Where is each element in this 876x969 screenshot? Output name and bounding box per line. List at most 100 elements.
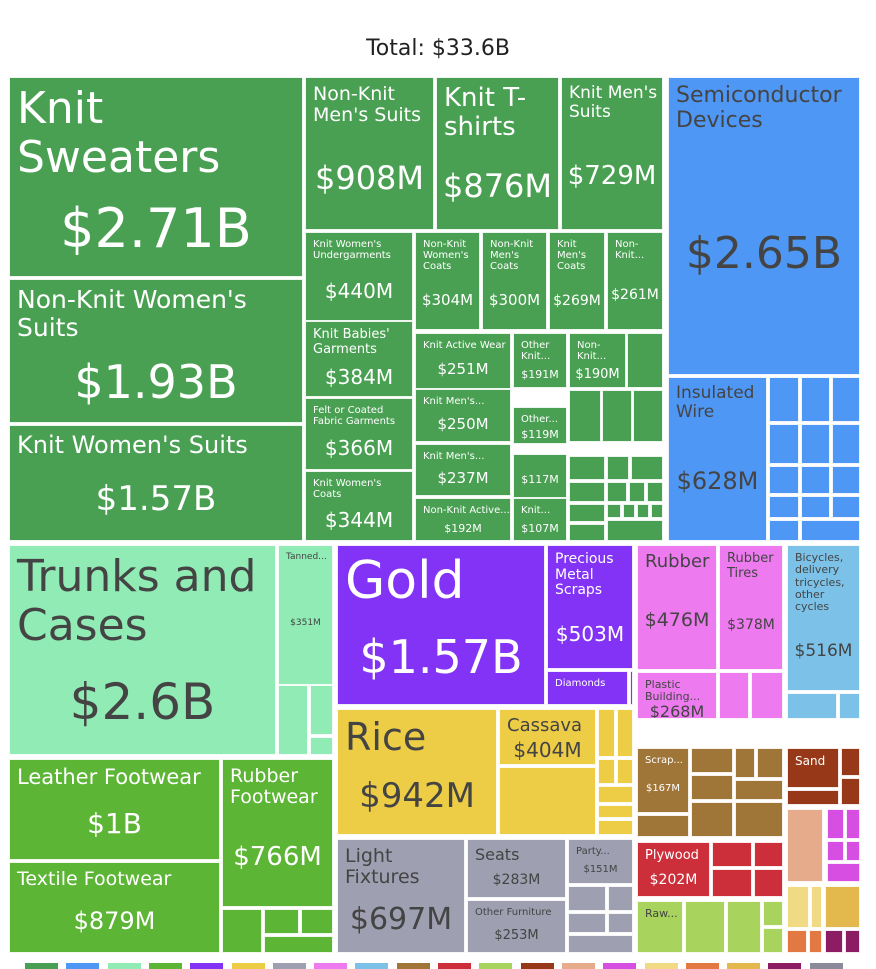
legend-swatch[interactable]: [190, 963, 224, 969]
treemap-tile-unlabeled[interactable]: [825, 886, 860, 928]
treemap-tile-unlabeled[interactable]: [617, 709, 633, 757]
treemap-tile-unlabeled[interactable]: [608, 913, 633, 933]
treemap-tile-unlabeled[interactable]: [827, 863, 860, 882]
treemap-tile[interactable]: Other Knit... $191M: [513, 333, 567, 388]
treemap-tile-unlabeled[interactable]: [735, 780, 783, 800]
treemap-tile[interactable]: Knit Men's Suits $729M: [561, 77, 663, 230]
treemap-tile-unlabeled[interactable]: [787, 809, 823, 882]
legend-swatch[interactable]: [314, 963, 348, 969]
treemap-tile-unlabeled[interactable]: [499, 767, 596, 835]
treemap-tile-unlabeled[interactable]: [801, 424, 830, 464]
treemap-tile[interactable]: Knit Women's Undergarments $440M: [305, 232, 413, 321]
treemap-tile-unlabeled[interactable]: [825, 930, 843, 953]
legend-swatch[interactable]: [768, 963, 802, 969]
treemap-tile-unlabeled[interactable]: [827, 809, 844, 839]
treemap-tile-unlabeled[interactable]: [568, 913, 606, 933]
treemap-tile[interactable]: Knit... $107M: [513, 498, 567, 541]
treemap-tile-unlabeled[interactable]: [630, 671, 633, 705]
treemap-tile-unlabeled[interactable]: [763, 928, 783, 953]
treemap-tile-unlabeled[interactable]: [607, 520, 663, 541]
legend-swatch[interactable]: [685, 963, 719, 969]
treemap-tile-unlabeled[interactable]: [769, 520, 799, 541]
treemap-tile-unlabeled[interactable]: [827, 841, 844, 861]
treemap-tile-unlabeled[interactable]: [629, 482, 645, 502]
treemap-tile[interactable]: Scrap... $167M: [637, 748, 689, 813]
treemap-tile-unlabeled[interactable]: [735, 802, 783, 837]
treemap-tile[interactable]: Leather Footwear $1B: [9, 759, 220, 860]
treemap-tile-unlabeled[interactable]: [787, 693, 837, 719]
treemap-tile-unlabeled[interactable]: [787, 886, 809, 928]
treemap-tile-unlabeled[interactable]: [832, 466, 860, 494]
treemap-tile-unlabeled[interactable]: [787, 790, 839, 805]
treemap-tile-unlabeled[interactable]: [264, 936, 333, 953]
treemap-tile[interactable]: Semiconductor Devices $2.65B: [668, 77, 860, 375]
treemap-tile-unlabeled[interactable]: [568, 935, 633, 953]
treemap-tile[interactable]: Non-Knit... $190M: [569, 333, 626, 388]
treemap-tile-unlabeled[interactable]: [569, 390, 601, 442]
treemap-tile[interactable]: Light Fixtures $697M: [337, 839, 465, 953]
treemap-tile[interactable]: Cassava $404M: [499, 709, 596, 765]
treemap-tile-unlabeled[interactable]: [727, 901, 761, 953]
legend-swatch[interactable]: [272, 963, 306, 969]
treemap-tile-unlabeled[interactable]: [647, 482, 663, 502]
treemap-tile-unlabeled[interactable]: [685, 901, 725, 953]
legend-swatch[interactable]: [479, 963, 513, 969]
treemap-tile[interactable]: Non-Knit Active... $192M: [415, 498, 511, 541]
treemap-tile-unlabeled[interactable]: [846, 809, 860, 839]
treemap-tile-unlabeled[interactable]: [811, 886, 822, 928]
treemap-tile-unlabeled[interactable]: [769, 424, 799, 464]
treemap-tile-unlabeled[interactable]: [607, 456, 629, 480]
treemap-tile[interactable]: Knit Men's Coats $269M: [549, 232, 605, 330]
treemap-tile-unlabeled[interactable]: [637, 504, 649, 518]
treemap-tile-unlabeled[interactable]: [637, 815, 689, 837]
treemap-tile-unlabeled[interactable]: [631, 456, 663, 480]
treemap-tile-unlabeled[interactable]: [841, 778, 860, 805]
treemap-tile-unlabeled[interactable]: [801, 377, 830, 422]
treemap-tile-unlabeled[interactable]: [633, 390, 663, 442]
treemap-tile[interactable]: Diamonds: [547, 671, 628, 705]
treemap-tile-unlabeled[interactable]: [569, 524, 605, 541]
treemap-tile[interactable]: Party... $151M: [568, 839, 633, 884]
legend-swatch[interactable]: [148, 963, 182, 969]
treemap-tile[interactable]: Rubber $476M: [637, 545, 717, 670]
treemap-tile[interactable]: Felt or Coated Fabric Garments $366M: [305, 398, 413, 470]
treemap-tile[interactable]: Plywood $202M: [637, 842, 710, 897]
treemap-tile-unlabeled[interactable]: [841, 748, 860, 776]
treemap-tile[interactable]: Non-Knit Men's Coats $300M: [482, 232, 547, 330]
treemap-tile-unlabeled[interactable]: [569, 504, 605, 522]
legend-swatch[interactable]: [355, 963, 389, 969]
treemap-tile[interactable]: Sand: [787, 748, 839, 788]
treemap-tile-unlabeled[interactable]: [801, 496, 830, 518]
treemap-tile-unlabeled[interactable]: [598, 709, 615, 757]
treemap-tile[interactable]: Insulated Wire $628M: [668, 377, 767, 541]
treemap-tile-unlabeled[interactable]: [607, 482, 627, 502]
treemap-tile[interactable]: Trunks and Cases $2.6B: [9, 545, 276, 755]
treemap-tile[interactable]: Knit Men's... $237M: [415, 444, 511, 496]
treemap-tile-unlabeled[interactable]: [769, 377, 799, 422]
legend-swatch[interactable]: [603, 963, 637, 969]
legend-swatch[interactable]: [25, 963, 58, 969]
treemap-tile-unlabeled[interactable]: [608, 886, 633, 911]
treemap-tile-unlabeled[interactable]: [627, 333, 663, 388]
treemap-tile-unlabeled[interactable]: [569, 456, 605, 480]
treemap-tile-unlabeled[interactable]: [278, 685, 308, 755]
legend-swatch[interactable]: [644, 963, 678, 969]
treemap-tile-unlabeled[interactable]: [787, 930, 807, 953]
treemap-tile-unlabeled[interactable]: [832, 377, 860, 422]
treemap-tile-unlabeled[interactable]: [801, 520, 860, 541]
treemap-tile-unlabeled[interactable]: [602, 390, 632, 442]
treemap-tile-unlabeled[interactable]: [568, 886, 606, 911]
treemap-tile-unlabeled[interactable]: [735, 748, 755, 778]
treemap-tile-unlabeled[interactable]: [222, 909, 262, 953]
treemap-tile-unlabeled[interactable]: [754, 869, 783, 897]
treemap-tile-unlabeled[interactable]: [623, 504, 635, 518]
treemap-tile[interactable]: Non-Knit Women's Suits $1.93B: [9, 279, 303, 423]
treemap-tile-unlabeled[interactable]: [651, 504, 663, 518]
treemap-tile-unlabeled[interactable]: [691, 748, 733, 773]
treemap-tile-unlabeled[interactable]: [598, 820, 633, 835]
treemap-tile-unlabeled[interactable]: [832, 424, 860, 464]
treemap-tile[interactable]: Other Furniture $253M: [467, 900, 566, 953]
treemap-tile-unlabeled[interactable]: [845, 930, 860, 953]
treemap-tile-unlabeled[interactable]: [769, 496, 799, 518]
treemap-tile[interactable]: Knit T-shirts $876M: [436, 77, 559, 230]
